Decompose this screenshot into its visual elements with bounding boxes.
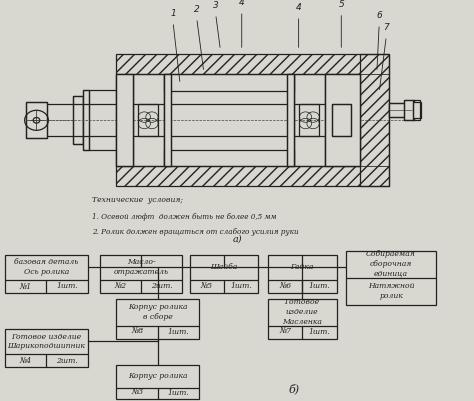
Bar xyxy=(346,251,436,305)
Bar xyxy=(133,74,164,166)
Bar xyxy=(73,96,83,144)
Bar xyxy=(100,255,182,293)
Text: №5: №5 xyxy=(201,282,213,290)
Bar xyxy=(360,74,389,166)
Text: 1шт.: 1шт. xyxy=(309,282,330,290)
Bar xyxy=(116,74,133,166)
Text: 2шт.: 2шт. xyxy=(56,356,78,365)
Text: 2шт.: 2шт. xyxy=(151,282,173,290)
Bar xyxy=(83,90,89,150)
Text: 4: 4 xyxy=(296,3,301,12)
Bar xyxy=(116,365,199,399)
Bar xyxy=(294,74,325,166)
Text: Гайка: Гайка xyxy=(291,263,314,271)
Text: а): а) xyxy=(232,235,242,243)
Text: Корпус ролика: Корпус ролика xyxy=(128,372,187,380)
Text: б): б) xyxy=(288,384,300,394)
Text: 1шт.: 1шт. xyxy=(309,328,330,336)
Text: базовая деталь
Ось ролика: базовая деталь Ось ролика xyxy=(14,259,78,276)
Bar xyxy=(413,100,420,120)
Bar xyxy=(116,166,389,186)
Text: №1: №1 xyxy=(19,282,32,290)
Text: 3: 3 xyxy=(213,1,219,10)
Bar xyxy=(164,74,294,91)
Text: Корпус ролика
в сборе: Корпус ролика в сборе xyxy=(128,303,187,321)
Text: Технические  условия;: Технические условия; xyxy=(92,196,183,205)
Bar xyxy=(404,100,414,120)
Bar xyxy=(287,74,294,166)
Text: 1шт.: 1шт. xyxy=(230,282,252,290)
Text: 6: 6 xyxy=(376,11,382,20)
Bar xyxy=(287,74,294,166)
Text: Готовое изделие
Шарикоподшипник: Готовое изделие Шарикоподшипник xyxy=(7,333,85,350)
Text: Шайба: Шайба xyxy=(210,263,237,271)
Text: 1шт.: 1шт. xyxy=(167,389,189,397)
Text: №7: №7 xyxy=(279,328,291,336)
Bar xyxy=(164,74,171,166)
Text: Собираемая
сборочная
единица: Собираемая сборочная единица xyxy=(366,250,416,278)
Bar xyxy=(26,102,47,138)
Bar xyxy=(389,103,405,117)
Text: №3: №3 xyxy=(131,389,143,397)
Text: 1шт.: 1шт. xyxy=(56,282,78,290)
Bar xyxy=(116,54,389,74)
Bar xyxy=(73,96,83,144)
Bar xyxy=(116,299,199,339)
Bar xyxy=(116,54,389,186)
Bar xyxy=(83,90,89,150)
Bar xyxy=(404,100,414,120)
Text: 2: 2 xyxy=(194,5,200,14)
Text: №2: №2 xyxy=(114,282,127,290)
Bar xyxy=(138,104,158,136)
Bar xyxy=(389,103,405,117)
Text: 5: 5 xyxy=(338,0,344,9)
Bar xyxy=(164,74,171,166)
Text: Натяжной
ролик: Натяжной ролик xyxy=(368,282,414,300)
Bar xyxy=(413,102,421,118)
Bar xyxy=(325,74,360,166)
Text: Готовое
изделие
Масленка: Готовое изделие Масленка xyxy=(282,298,322,326)
Bar xyxy=(332,104,351,136)
Bar xyxy=(116,74,133,166)
Text: 4: 4 xyxy=(239,0,245,7)
Bar xyxy=(268,299,337,339)
Text: 1шт.: 1шт. xyxy=(167,328,189,336)
Bar xyxy=(268,255,337,293)
Text: №6: №6 xyxy=(279,282,291,290)
Bar xyxy=(164,150,294,166)
Text: 2. Ролик должен вращаться от слабого усилия руки: 2. Ролик должен вращаться от слабого уси… xyxy=(92,228,299,236)
Text: 1. Осевой люфт  должен быть не более 0,5 мм: 1. Осевой люфт должен быть не более 0,5 … xyxy=(92,213,277,221)
Bar xyxy=(5,329,88,367)
Bar xyxy=(332,104,351,136)
Bar xyxy=(5,255,88,293)
Bar xyxy=(300,104,319,136)
Bar xyxy=(26,102,47,138)
Bar xyxy=(325,74,360,166)
Text: Масло-
отражатель: Масло- отражатель xyxy=(113,259,169,276)
Text: 7: 7 xyxy=(383,23,389,32)
Text: №4: №4 xyxy=(19,356,32,365)
Text: №8: №8 xyxy=(131,328,143,336)
Text: 1: 1 xyxy=(170,9,176,18)
Bar xyxy=(190,255,258,293)
Bar xyxy=(360,54,389,186)
